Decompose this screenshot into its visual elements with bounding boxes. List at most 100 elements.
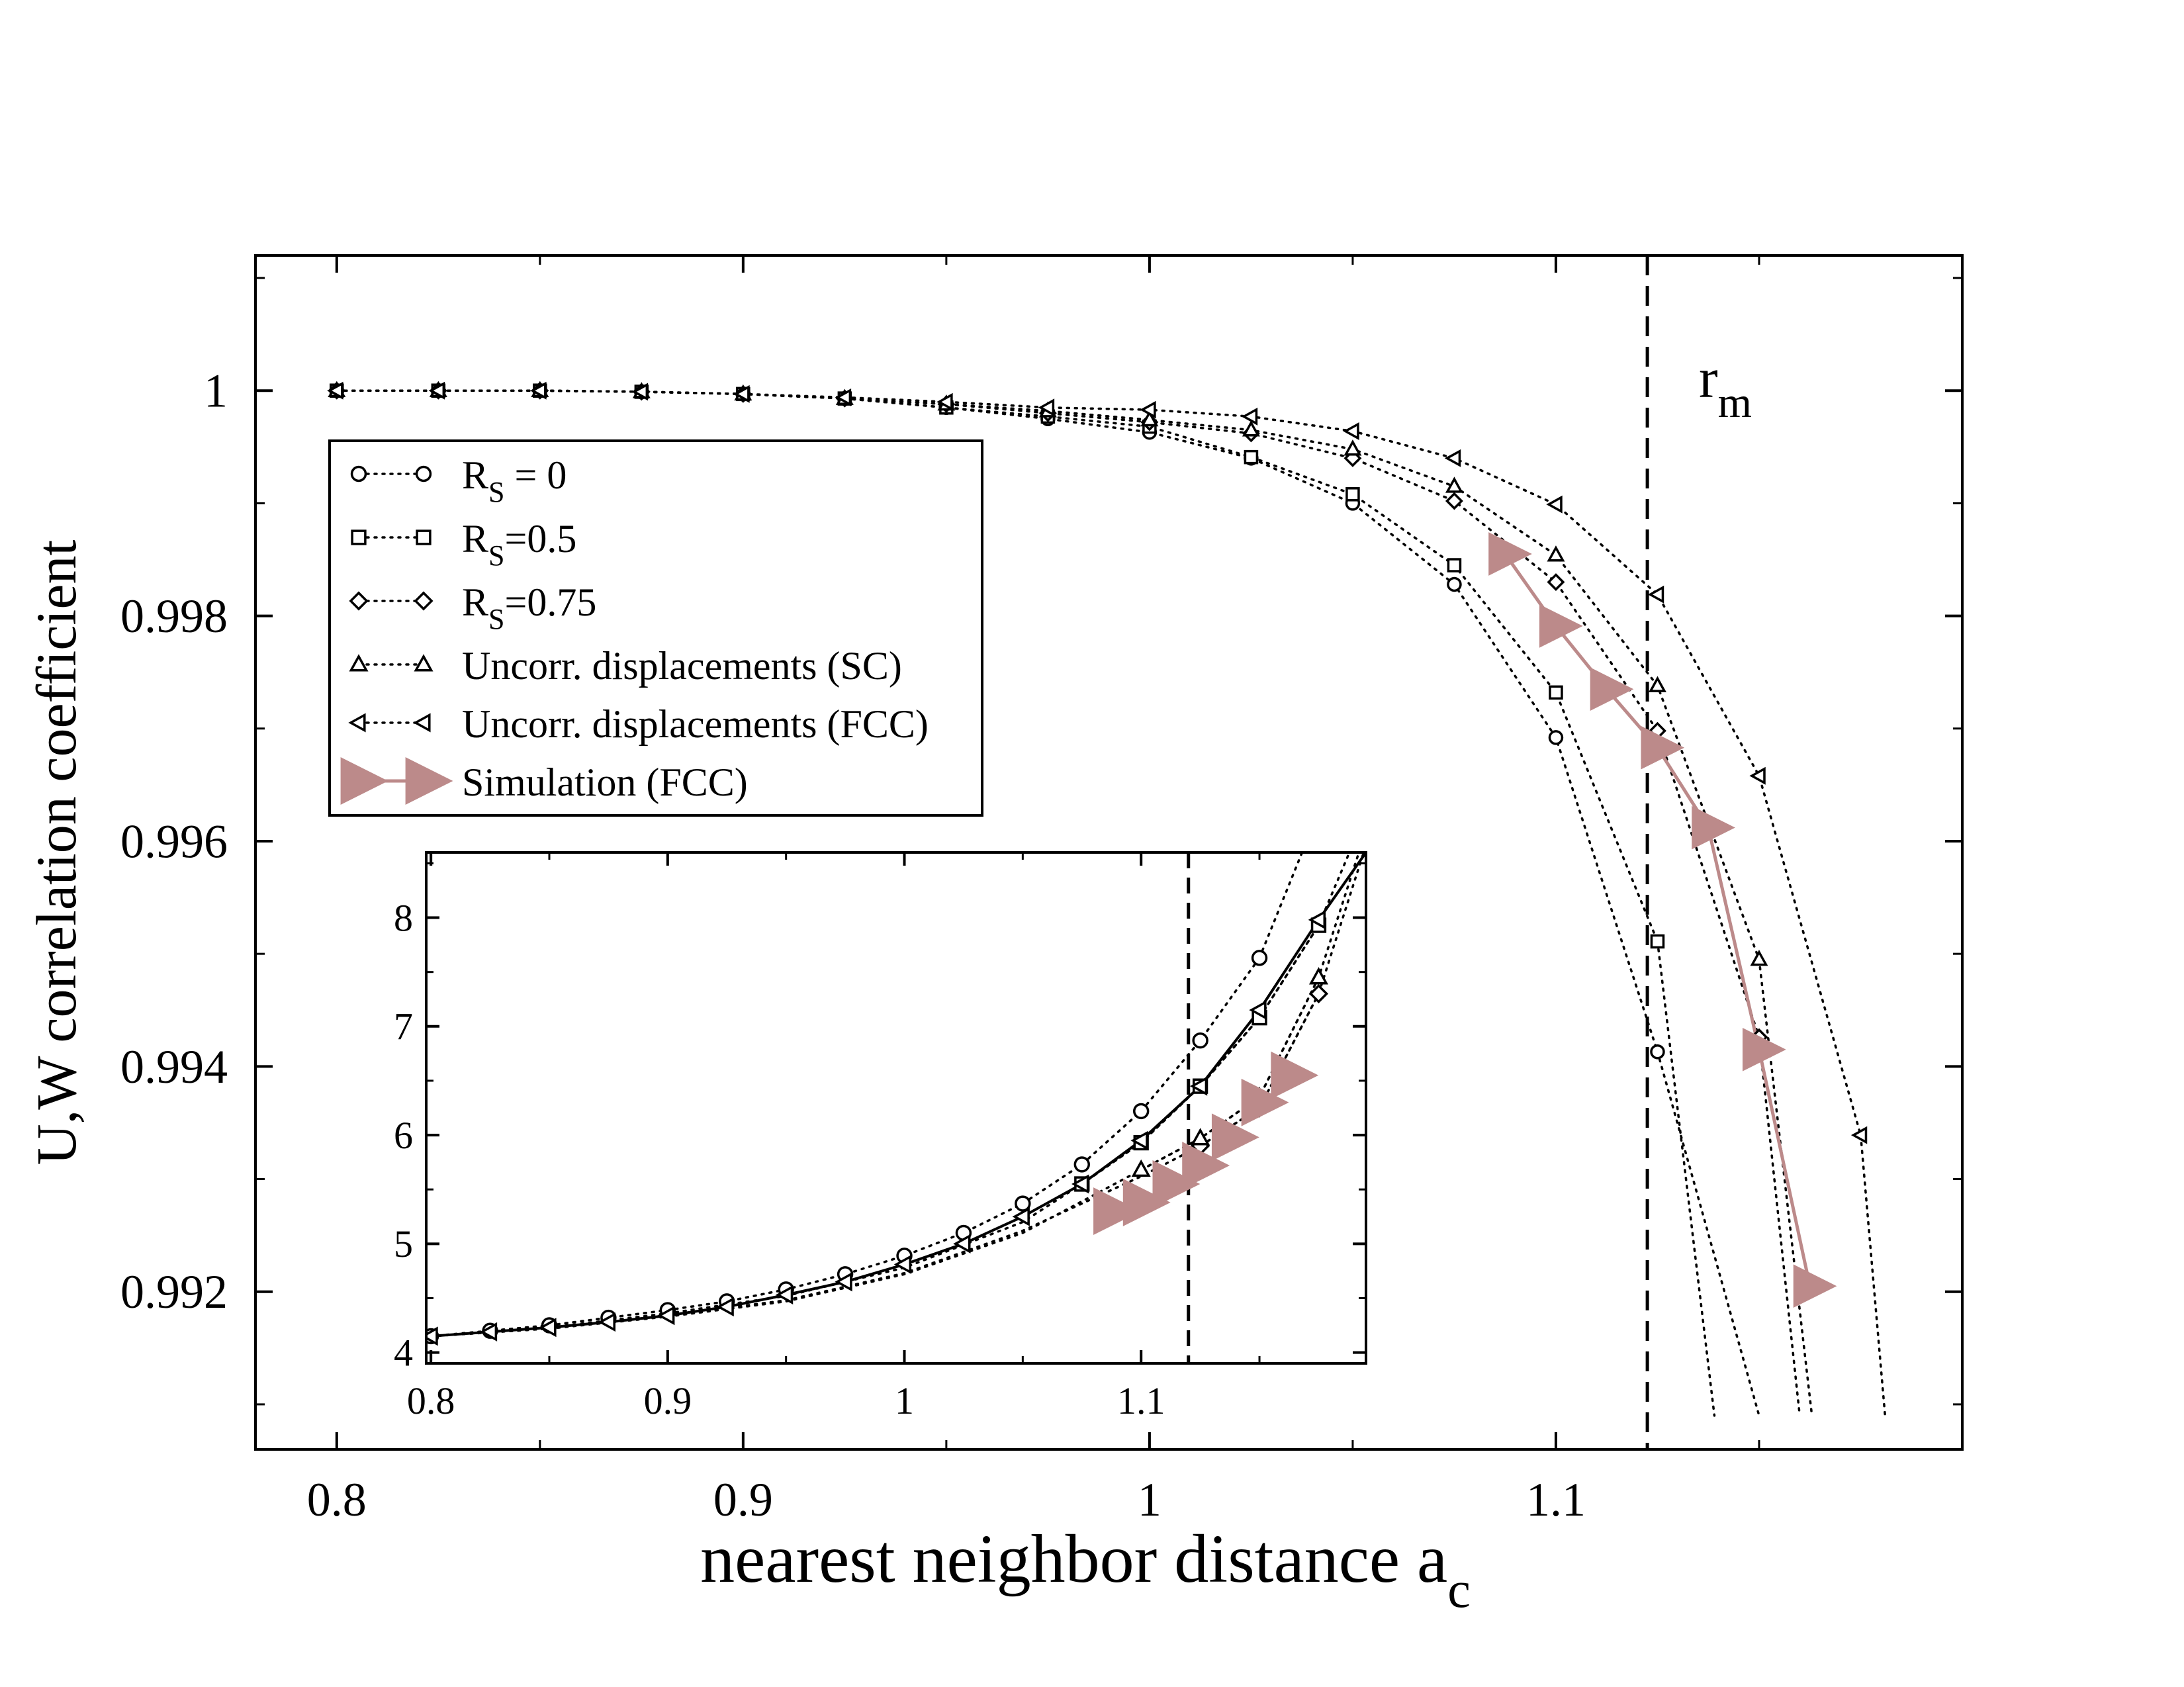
inset-xtick-label: 1.1	[1117, 1379, 1165, 1422]
main-curve-r-s-0-75	[1758, 1036, 1801, 1417]
inset-point-uncorr-displacements-fcc	[1189, 1076, 1208, 1096]
legend-marker-r-s-0	[350, 465, 367, 482]
main-xtick-label: 0.8	[307, 1473, 367, 1526]
inset-point-simulation-fcc	[1182, 1142, 1230, 1189]
main-ytick-label: 0.992	[120, 1265, 228, 1318]
vline-label: rm	[1699, 346, 1752, 427]
inset-point-uncorr-displacements-sc	[1308, 967, 1328, 985]
main-ytick-label: 0.996	[120, 815, 228, 868]
inset-point-uncorr-displacements-fcc	[539, 1318, 557, 1338]
inset-point-uncorr-displacements-fcc	[1012, 1207, 1030, 1226]
main-point-simulation-fcc	[1641, 725, 1685, 770]
inset-xtick-label: 0.8	[407, 1379, 455, 1422]
inset-point-simulation-fcc	[1152, 1160, 1201, 1208]
inset-ytick-label: 5	[394, 1222, 413, 1265]
legend-label-uncorr-displacements-fcc: Uncorr. displacements (FCC)	[462, 702, 929, 746]
inset-point-r-s-0	[1192, 1032, 1208, 1049]
inset-curve-r-s-0-5	[430, 852, 1351, 1338]
legend-marker-uncorr-displacements-fcc	[413, 713, 431, 733]
main-point-r-s-0	[1447, 576, 1462, 592]
inset-ytick-label: 7	[394, 1005, 413, 1048]
inset-point-uncorr-displacements-fcc	[426, 1326, 438, 1346]
legend-label-uncorr-displacements-sc: Uncorr. displacements (SC)	[462, 644, 902, 688]
main-point-uncorr-displacements-fcc	[1038, 398, 1055, 417]
legend-label-r-s-0-75: RS=0.75	[462, 580, 596, 635]
inset-point-uncorr-displacements-fcc	[775, 1285, 794, 1305]
main-point-uncorr-displacements-fcc	[428, 381, 445, 400]
main-point-r-s-0-5	[1650, 934, 1665, 949]
legend-marker-uncorr-displacements-fcc	[348, 713, 366, 733]
legend-marker-uncorr-displacements-sc	[414, 654, 433, 672]
inset-point-uncorr-displacements-fcc	[1130, 1130, 1148, 1150]
inset-point-r-s-0	[1133, 1103, 1150, 1120]
main-curve-uncorr-displacements-fcc	[1859, 1134, 1887, 1417]
main-point-uncorr-displacements-sc	[1547, 545, 1565, 562]
legend-label-r-s-0-5: RS=0.5	[462, 517, 576, 572]
main-point-uncorr-displacements-fcc	[936, 392, 953, 411]
legend-marker-simulation-fcc	[340, 757, 388, 805]
inset-ytick-label: 6	[394, 1114, 413, 1157]
legend-marker-r-s-0-75	[349, 591, 369, 611]
inset-point-uncorr-displacements-fcc	[657, 1306, 675, 1326]
main-point-uncorr-displacements-fcc	[327, 381, 343, 400]
main-ytick-label: 0.994	[120, 1040, 228, 1093]
main-line-uncorr-displacements-fcc	[336, 389, 1862, 1136]
main-point-uncorr-displacements-fcc	[1850, 1126, 1868, 1144]
inset-point-uncorr-displacements-fcc	[1249, 1000, 1267, 1020]
main-point-uncorr-displacements-fcc	[1140, 400, 1156, 419]
main-curve-uncorr-displacements-sc	[1758, 958, 1813, 1417]
inset-point-simulation-fcc	[1093, 1187, 1141, 1235]
main-point-r-s-0-75	[1445, 492, 1463, 510]
main-line-uncorr-displacements-sc	[336, 389, 1760, 961]
main-xtick-label: 1.1	[1526, 1473, 1586, 1526]
inset-point-simulation-fcc	[1241, 1078, 1289, 1126]
main-point-simulation-fcc	[1539, 604, 1583, 648]
main-point-uncorr-displacements-fcc	[631, 383, 649, 401]
main-point-r-s-0-5	[1345, 487, 1360, 502]
legend-marker-r-s-0-75	[414, 591, 433, 611]
legend-marker-r-s-0	[415, 465, 432, 482]
main-curve-r-s-0-5	[1656, 940, 1716, 1417]
inset-plot-frame	[425, 851, 1367, 1365]
main-point-r-s-0	[1548, 730, 1564, 745]
main-point-simulation-fcc	[1692, 805, 1735, 850]
inset-point-simulation-fcc	[1271, 1051, 1319, 1099]
inset-point-uncorr-displacements-fcc	[1308, 910, 1326, 930]
main-point-simulation-fcc	[1793, 1264, 1837, 1308]
legend-marker-r-s-0-5	[416, 529, 432, 545]
inset-point-uncorr-displacements-fcc	[835, 1272, 852, 1292]
main-point-uncorr-displacements-fcc	[1444, 449, 1461, 467]
main-point-uncorr-displacements-fcc	[1749, 766, 1766, 785]
main-point-uncorr-displacements-fcc	[1546, 495, 1563, 514]
inset-point-r-s-0-75	[1308, 983, 1329, 1004]
main-plot-frame	[254, 254, 1964, 1451]
main-point-simulation-fcc	[1590, 667, 1634, 711]
legend-box	[328, 439, 983, 817]
inset-point-uncorr-displacements-fcc	[1071, 1174, 1089, 1194]
main-point-simulation-fcc	[1488, 532, 1532, 576]
main-point-uncorr-displacements-fcc	[530, 381, 547, 400]
inset-point-uncorr-displacements-sc	[1131, 1159, 1151, 1177]
legend-marker-simulation-fcc	[405, 757, 453, 805]
inset-curve-uncorr-displacements-fcc	[1317, 852, 1366, 921]
legend: RS = 0 RS=0.5 RS=0.75 Uncorr. displacements…	[328, 439, 983, 817]
main-point-r-s-0-5	[1549, 685, 1563, 700]
legend-marker-uncorr-displacements-sc	[349, 654, 369, 672]
main-point-uncorr-displacements-fcc	[1343, 422, 1359, 440]
main-xlabel: nearest neighbor distance ac	[700, 1521, 1471, 1618]
main-ytick-label: 1	[204, 365, 228, 418]
inset-point-simulation-fcc	[1211, 1113, 1259, 1162]
inset-ytick-label: 4	[394, 1331, 413, 1374]
inset-point-simulation-fcc	[1122, 1178, 1171, 1226]
inset-background	[426, 852, 1366, 1363]
main-point-r-s-0-5	[1447, 558, 1462, 572]
main-curve-r-s-0	[1656, 1050, 1760, 1417]
inset-ytick-label: 8	[394, 896, 413, 939]
main-point-simulation-fcc	[1742, 1028, 1786, 1071]
inset-point-uncorr-displacements-fcc	[716, 1297, 734, 1317]
inset-point-r-s-0	[1015, 1195, 1031, 1212]
main-point-uncorr-displacements-sc	[1445, 477, 1463, 493]
inset-xtick-label: 0.9	[644, 1379, 692, 1422]
main-point-uncorr-displacements-fcc	[733, 385, 750, 403]
